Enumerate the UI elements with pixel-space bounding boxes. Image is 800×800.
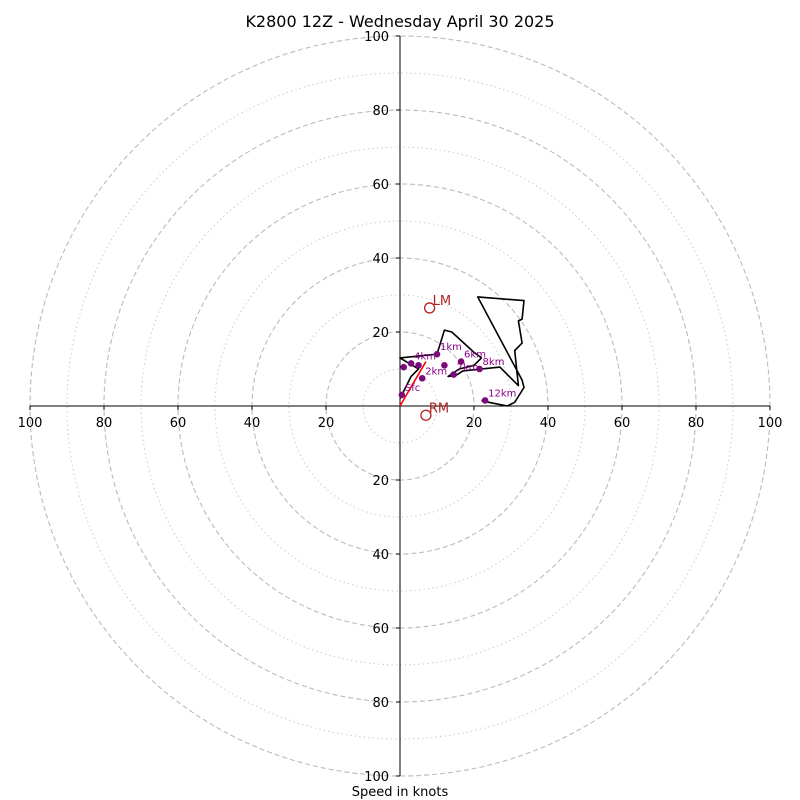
height-point [481, 397, 489, 404]
y-tick-label: 80 [372, 104, 389, 119]
x-tick-label: 60 [614, 416, 631, 431]
storm-motion-layer: LM RM [420, 294, 451, 421]
height-point [415, 362, 422, 369]
height-point [457, 358, 465, 365]
x-tick-label: 20 [318, 416, 335, 431]
height-point [418, 374, 426, 382]
x-tick-label: 20 [466, 416, 483, 431]
height-point-label: 1km [440, 342, 462, 353]
x-tick-label: 80 [688, 416, 705, 431]
x-axis-label: Speed in knots [352, 785, 449, 800]
y-tick-label: 100 [364, 770, 389, 785]
height-point-label: 12km [488, 388, 516, 399]
chart-title: K2800 12Z - Wednesday April 30 2025 [245, 12, 554, 31]
y-tick-label: 100 [364, 30, 389, 45]
x-tick-label: 80 [96, 416, 113, 431]
y-tick-label: 40 [372, 252, 389, 267]
y-tick-label: 80 [372, 696, 389, 711]
height-point-label: 8km [483, 357, 505, 368]
x-tick-label: 40 [540, 416, 557, 431]
height-point-label: 4km [414, 351, 436, 362]
y-tick-label: 60 [372, 622, 389, 637]
y-tick-label: 40 [372, 548, 389, 563]
height-point [441, 362, 448, 369]
height-point-label: 7km [457, 363, 479, 374]
x-tick-label: 40 [244, 416, 261, 431]
height-point [433, 350, 441, 358]
x-tick-label: 100 [18, 416, 43, 431]
height-point-label: 2km [425, 366, 447, 377]
storm-motion-marker [423, 302, 436, 314]
x-tick-label: 60 [170, 416, 187, 431]
y-tick-label: 20 [372, 326, 389, 341]
height-point-label: Sfc [405, 383, 420, 394]
y-tick-label: 60 [372, 178, 389, 193]
y-tick-label: 20 [372, 474, 389, 489]
tick-labels: 100 80 60 40 20 20 40 60 80 100 100 80 60 40 20 20 40 60 8… [18, 30, 783, 785]
height-point [398, 391, 406, 399]
storm-motion-label: RM [429, 401, 449, 416]
storm-motion-label: LM [433, 294, 451, 309]
height-point [400, 363, 408, 371]
height-point [450, 371, 457, 378]
x-tick-label: 100 [758, 416, 783, 431]
height-point [407, 360, 415, 367]
height-point [476, 365, 483, 373]
storm-motion-marker [420, 409, 432, 421]
shear-vector [399, 361, 427, 407]
height-point-label: 6km [464, 350, 486, 361]
